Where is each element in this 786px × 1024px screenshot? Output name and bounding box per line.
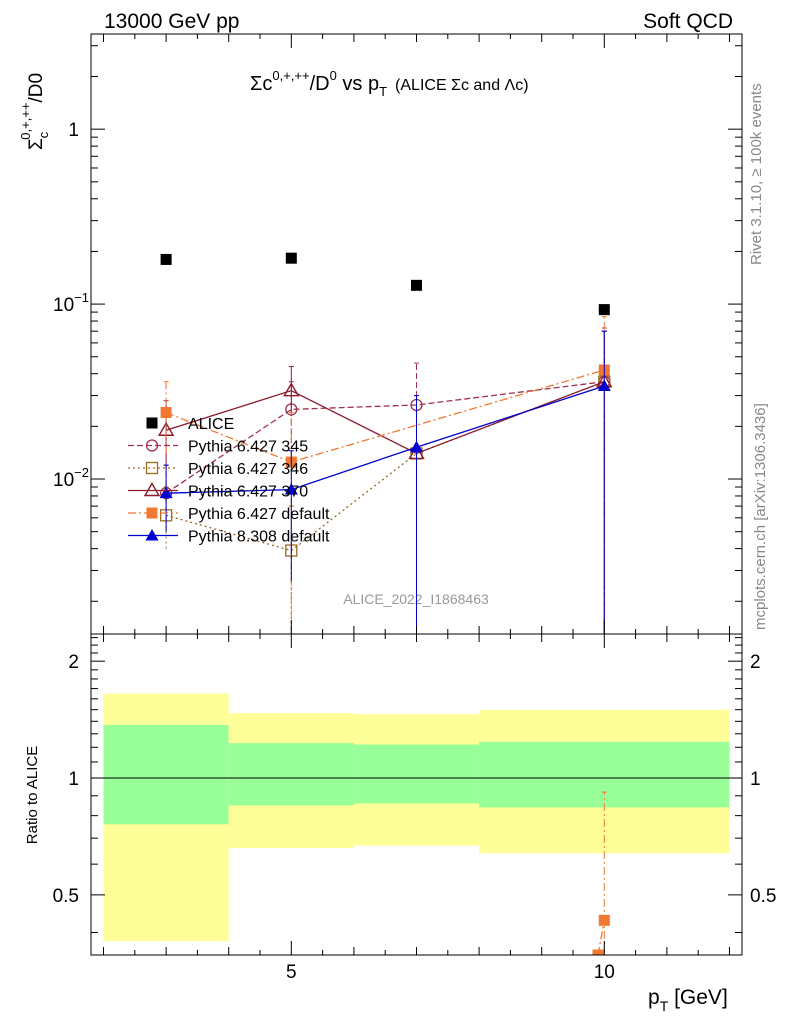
legend-marker-p346 — [145, 461, 159, 475]
main-y-tick-label: 1 — [68, 120, 79, 141]
ratio-bands — [91, 693, 742, 942]
mcplots-label: mcplots.cern.ch [arXiv:1306.3436] — [752, 403, 769, 630]
legend-marker-p6def — [146, 507, 158, 519]
ratio-y-tick-label-right: 0.5 — [750, 886, 776, 907]
legend-label-p346: Pythia 6.427 346 — [188, 461, 308, 478]
band-inner-2 — [353, 744, 480, 804]
legend-marker-p370 — [143, 482, 161, 497]
legend-marker-p345 — [145, 439, 159, 452]
ratio-series-p6def-point-0 — [592, 949, 604, 955]
main-y-tick-label: 10−1 — [53, 290, 89, 316]
series-p8def-point-1 — [284, 483, 298, 495]
legend-label-p345: Pythia 6.427 345 — [188, 439, 308, 456]
legend-marker-p8def — [145, 529, 159, 541]
band-inner-1 — [228, 743, 354, 806]
legend-marker-ALICE — [146, 417, 158, 429]
ratio-series-p6def-point-1 — [598, 914, 610, 926]
x-tick-label: 5 — [286, 962, 297, 983]
series-p346-line — [165, 381, 605, 552]
series-p370-point-1 — [283, 382, 300, 397]
series-p370-line — [165, 381, 605, 455]
series-p8def-point-0 — [159, 486, 173, 499]
legend-label-p8def: Pythia 8.308 default — [188, 529, 330, 546]
rivet-label: Rivet 3.1.10, ≥ 100k events — [748, 83, 765, 265]
main-marks — [157, 252, 613, 634]
ratio-series-p6def-line — [597, 920, 605, 955]
xlabel: pT [GeV] — [648, 986, 728, 1014]
band-inner-3 — [479, 741, 730, 808]
legend-label-p370: Pythia 6.427 370 — [188, 484, 308, 501]
ratio-y-tick-label-left: 0.5 — [53, 886, 79, 907]
axes: 5 10 1 10−1 10−2 0.5 0.5 1 1 2 2 — [53, 33, 776, 983]
series-ALICE-point-3 — [598, 304, 610, 316]
ratio-y-tick-label-left: 1 — [68, 769, 79, 790]
series-p6def-point-0 — [160, 407, 172, 419]
series-p8def-point-3 — [597, 379, 611, 392]
series-p8def-point-2 — [410, 440, 423, 453]
band-inner-0 — [103, 724, 229, 825]
header-right: Soft QCD — [643, 10, 733, 33]
series-ALICE-point-1 — [285, 252, 297, 264]
series-ALICE-point-2 — [411, 279, 422, 291]
legend: ALICE Pythia 6.427 345 Pythia 6.427 346 Pyt… — [128, 416, 330, 546]
legend-label-ALICE: ALICE — [188, 416, 234, 433]
series-p345-line — [165, 381, 605, 494]
plot-title: Σc0,+,++/D0 vs pT (ALICE Σc and Λc) — [250, 68, 529, 99]
x-tick-label: 10 — [594, 962, 615, 983]
main-ylabel: Σc0,+,++/D0 — [18, 73, 51, 150]
ratio-y-tick-label-left: 2 — [68, 652, 79, 673]
ratio-marks — [592, 791, 610, 955]
series-p8def-line — [166, 385, 605, 494]
legend-label-p6def: Pythia 6.427 default — [188, 506, 330, 523]
series-ALICE-point-0 — [160, 253, 172, 265]
ratio-y-tick-label-right: 2 — [750, 652, 761, 673]
ratio-ylabel: Ratio to ALICE — [24, 746, 41, 844]
ratio-y-tick-label-right: 1 — [750, 769, 761, 790]
main-y-tick-label: 10−2 — [53, 465, 89, 491]
header-left: 13000 GeV pp — [104, 10, 239, 33]
